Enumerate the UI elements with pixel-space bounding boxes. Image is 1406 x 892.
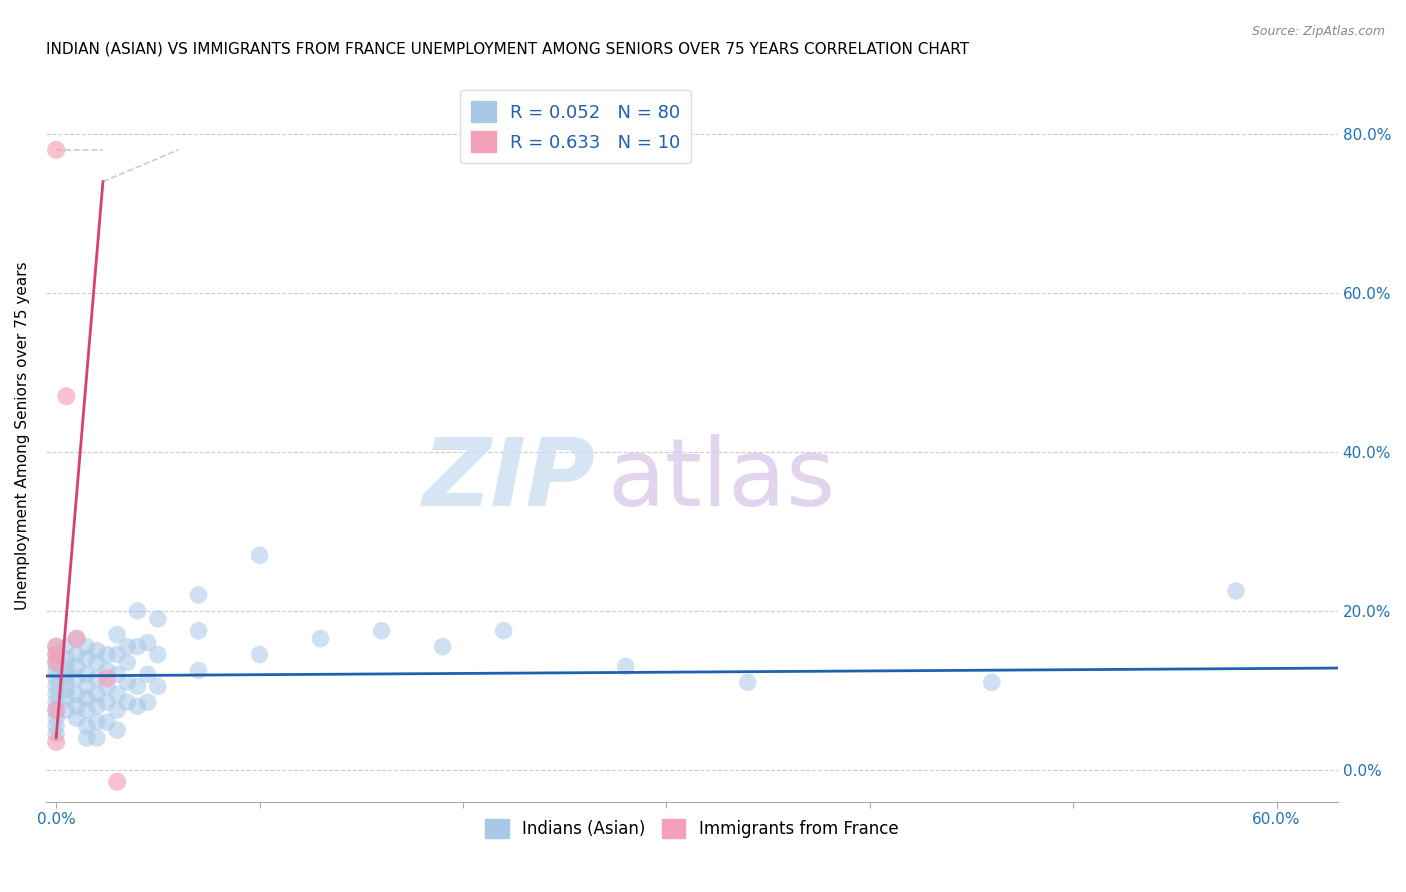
Point [76,731,98,745]
Point [127,699,149,714]
Point [45,640,67,654]
Point [65,711,87,725]
Point [55,703,77,717]
Point [96,679,118,693]
Point [76,651,98,665]
Point [127,679,149,693]
Point [45,735,67,749]
Point [105,687,128,701]
Point [55,659,77,673]
Point [65,687,87,701]
Point [45,719,67,733]
Legend: Indians (Asian), Immigrants from France: Indians (Asian), Immigrants from France [478,812,905,845]
Point [86,672,108,686]
Point [105,703,128,717]
Point [492,624,515,638]
Point [55,640,77,654]
Point [136,695,159,709]
Point [432,640,454,654]
Point [86,699,108,714]
Point [45,664,67,678]
Point [146,679,169,693]
Point [96,715,118,730]
Point [370,624,392,638]
Point [309,632,332,646]
Point [105,628,128,642]
Point [86,656,108,670]
Point [45,695,67,709]
Point [1225,584,1247,599]
Point [96,672,118,686]
Point [45,703,67,717]
Point [55,691,77,706]
Point [980,675,1002,690]
Point [45,143,67,157]
Point [65,632,87,646]
Point [45,672,67,686]
Point [117,640,139,654]
Point [146,612,169,626]
Point [65,632,87,646]
Point [127,640,149,654]
Point [65,648,87,662]
Point [614,659,637,673]
Point [76,667,98,681]
Point [45,703,67,717]
Point [45,711,67,725]
Point [127,604,149,618]
Point [105,723,128,737]
Point [117,675,139,690]
Point [187,624,209,638]
Point [45,656,67,670]
Point [45,687,67,701]
Point [55,651,77,665]
Text: ZIP: ZIP [422,434,595,526]
Point [105,774,128,789]
Point [117,656,139,670]
Point [65,659,87,673]
Point [76,640,98,654]
Y-axis label: Unemployment Among Seniors over 75 years: Unemployment Among Seniors over 75 years [15,261,30,610]
Point [86,715,108,730]
Text: INDIAN (ASIAN) VS IMMIGRANTS FROM FRANCE UNEMPLOYMENT AMONG SENIORS OVER 75 YEAR: INDIAN (ASIAN) VS IMMIGRANTS FROM FRANCE… [46,42,969,57]
Point [55,683,77,698]
Text: atlas: atlas [607,434,837,526]
Point [737,675,759,690]
Point [45,648,67,662]
Point [249,648,271,662]
Point [105,648,128,662]
Point [146,648,169,662]
Point [45,656,67,670]
Point [45,679,67,693]
Point [187,588,209,602]
Point [45,648,67,662]
Point [249,548,271,562]
Point [55,389,77,403]
Point [96,664,118,678]
Point [96,695,118,709]
Point [76,679,98,693]
Point [65,672,87,686]
Point [86,643,108,657]
Point [65,699,87,714]
Text: Source: ZipAtlas.com: Source: ZipAtlas.com [1251,25,1385,38]
Point [45,727,67,741]
Point [45,640,67,654]
Point [86,731,108,745]
Point [76,691,98,706]
Point [136,667,159,681]
Point [105,667,128,681]
Point [187,664,209,678]
Point [96,648,118,662]
Point [86,687,108,701]
Point [76,719,98,733]
Point [136,635,159,649]
Point [55,667,77,681]
Point [76,703,98,717]
Point [55,675,77,690]
Point [117,695,139,709]
